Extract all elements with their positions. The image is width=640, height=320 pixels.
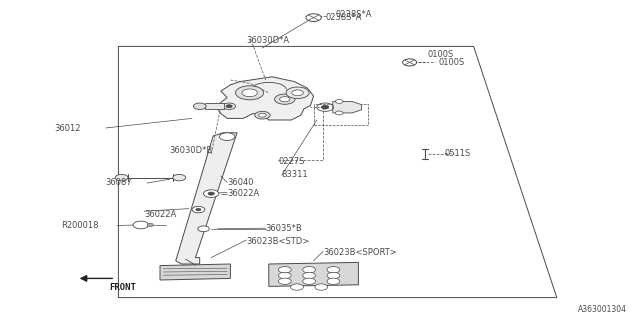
- Circle shape: [291, 284, 303, 290]
- Text: 0100S: 0100S: [438, 58, 465, 67]
- Text: 36023B<STD>: 36023B<STD>: [246, 237, 310, 246]
- Text: 83311: 83311: [282, 170, 308, 179]
- Text: 0100S: 0100S: [428, 50, 454, 59]
- Circle shape: [173, 174, 186, 181]
- Text: 36040: 36040: [227, 178, 253, 187]
- Polygon shape: [218, 77, 314, 120]
- Circle shape: [303, 278, 316, 284]
- Text: 0238S*A: 0238S*A: [325, 13, 362, 22]
- Circle shape: [275, 94, 295, 104]
- Text: 0238S*A: 0238S*A: [336, 10, 372, 19]
- Circle shape: [278, 278, 291, 284]
- Text: 36022A: 36022A: [144, 210, 176, 219]
- Circle shape: [204, 190, 219, 197]
- Circle shape: [306, 14, 321, 21]
- Circle shape: [327, 272, 340, 279]
- Circle shape: [208, 192, 214, 195]
- Polygon shape: [176, 133, 237, 264]
- Circle shape: [196, 208, 201, 211]
- Text: R200018: R200018: [61, 221, 99, 230]
- Circle shape: [292, 90, 303, 96]
- Text: 0511S: 0511S: [445, 149, 471, 158]
- Circle shape: [303, 267, 316, 273]
- Polygon shape: [333, 101, 362, 113]
- Circle shape: [226, 105, 232, 108]
- Text: 36030D*A: 36030D*A: [246, 36, 289, 44]
- Circle shape: [280, 97, 290, 102]
- Circle shape: [220, 133, 235, 140]
- Text: A363001304: A363001304: [578, 305, 627, 314]
- Text: 36012: 36012: [54, 124, 81, 132]
- Text: 0227S: 0227S: [278, 157, 305, 166]
- Circle shape: [236, 86, 264, 100]
- Text: 36023B<SPORT>: 36023B<SPORT>: [323, 248, 397, 257]
- Circle shape: [315, 284, 328, 290]
- Circle shape: [303, 272, 316, 279]
- Circle shape: [286, 87, 309, 99]
- Circle shape: [335, 100, 343, 103]
- Text: 36087: 36087: [106, 178, 132, 187]
- Circle shape: [147, 223, 154, 227]
- Circle shape: [259, 113, 266, 117]
- Circle shape: [403, 59, 417, 66]
- Circle shape: [242, 89, 257, 97]
- Text: 36022A: 36022A: [227, 189, 259, 198]
- Polygon shape: [160, 264, 230, 280]
- Text: 36035*B: 36035*B: [266, 224, 302, 233]
- Circle shape: [327, 267, 340, 273]
- Circle shape: [133, 221, 148, 229]
- Text: 36030D*B: 36030D*B: [170, 146, 213, 155]
- Circle shape: [321, 105, 329, 109]
- Circle shape: [198, 226, 209, 232]
- Text: FRONT: FRONT: [109, 283, 136, 292]
- Circle shape: [193, 103, 206, 109]
- Circle shape: [278, 267, 291, 273]
- Circle shape: [335, 111, 343, 115]
- Polygon shape: [269, 262, 358, 286]
- Circle shape: [255, 111, 270, 119]
- Circle shape: [115, 174, 128, 181]
- Circle shape: [278, 272, 291, 279]
- Polygon shape: [205, 103, 224, 109]
- Circle shape: [327, 278, 340, 284]
- Circle shape: [192, 206, 205, 213]
